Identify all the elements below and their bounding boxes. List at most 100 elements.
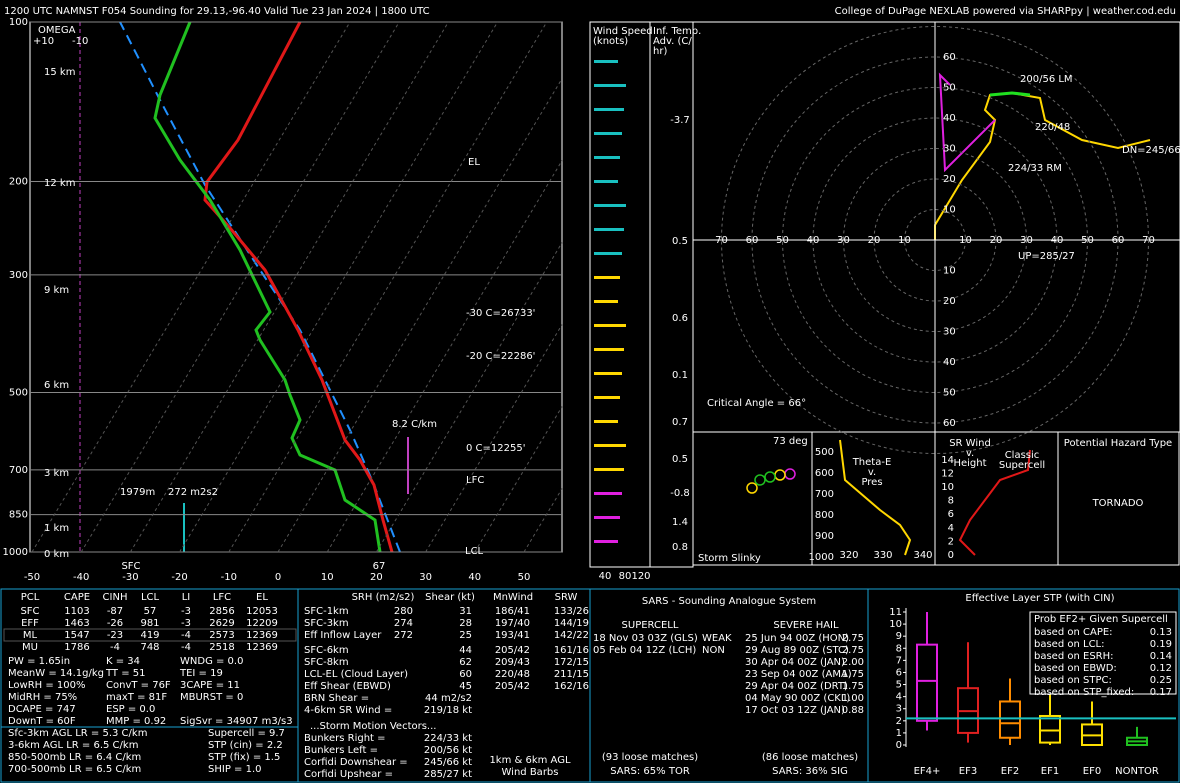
pressure-tick: 1000: [809, 552, 834, 563]
motion-label: Corfidi Downshear =: [304, 757, 408, 768]
kin-value: 186/41: [495, 606, 530, 617]
table-cell: 12053: [246, 606, 278, 617]
motion-label: Bunkers Right =: [304, 733, 386, 744]
table-header: LCL: [141, 592, 160, 603]
height-tick: 12: [941, 468, 954, 479]
table-cell: -26: [107, 618, 123, 629]
kin-value: 25: [459, 630, 472, 641]
index: MidRH = 75%: [8, 692, 77, 703]
sars-subtitle: SUPERCELL: [622, 620, 679, 631]
isotherm: [326, 160, 563, 553]
speed-bar: [594, 84, 626, 87]
title: 1200 UTC NAMNST F054 Sounding for 29.13,…: [4, 6, 430, 17]
pressure-tick: 700: [815, 489, 834, 500]
lapse-rate: 8.2 C/km: [392, 419, 437, 430]
panel-title: Theta-E: [852, 457, 892, 468]
kin-value: 205/42: [495, 645, 530, 656]
legend-box: [1029, 611, 1177, 695]
table-cell: 2573: [209, 630, 234, 641]
pressure-label: 500: [9, 387, 28, 398]
adv-value: -0.8: [670, 488, 690, 499]
ring-label: 50: [943, 388, 956, 399]
table-header: SRH (m2/s2): [352, 592, 415, 603]
sfc-value: 67: [373, 561, 386, 572]
table-cell: 1786: [64, 642, 89, 653]
height-tick: 4: [948, 523, 954, 534]
kin-value: 28: [459, 618, 472, 629]
index: TEI = 19: [179, 668, 223, 679]
hodo-ring: [782, 87, 1088, 393]
ring-label: 10: [943, 266, 956, 277]
motion-value: 285/27 kt: [424, 769, 472, 780]
category-label: EF3: [959, 766, 977, 777]
sars-result: SARS: 36% SIG: [772, 766, 848, 777]
kin-value: 133/26: [554, 606, 589, 617]
sars-size: 2.00: [842, 657, 864, 668]
temp-label: 0: [275, 572, 281, 583]
sr-wind-trace: [958, 449, 1031, 556]
speed-bar: [594, 420, 618, 423]
theta-tick: 340: [913, 550, 932, 561]
sars-match: 05 Feb 04 12Z (LCH): [593, 645, 696, 656]
ring-label: 40: [1051, 235, 1064, 246]
legend-value: 0.25: [1150, 675, 1172, 686]
speed-bar: [594, 516, 620, 519]
sars-loose: (86 loose matches): [762, 752, 858, 763]
temp-label: -10: [221, 572, 237, 583]
table-cell: 2518: [209, 642, 234, 653]
lapse-rate: 700-500mb LR = 6.5 C/km: [8, 764, 141, 775]
panel-title: SR Wind: [949, 438, 991, 449]
box: [999, 700, 1021, 739]
height-label: 0 km: [44, 549, 69, 560]
table-cell: 1463: [64, 618, 89, 629]
index: K = 34: [106, 656, 140, 667]
table-cell: -87: [107, 606, 123, 617]
kin-label: BRN Shear =: [304, 693, 369, 704]
table-cell: 2629: [209, 618, 234, 629]
legend-label: based on CAPE:: [1034, 627, 1113, 638]
stp-title: Effective Layer STP (with CIN): [965, 593, 1114, 604]
kin-value: 44: [459, 645, 472, 656]
height-tick: 14: [941, 455, 954, 466]
category-label: EF4+: [914, 766, 941, 777]
hodo-ring: [904, 209, 966, 271]
y-tick-label: 4: [896, 692, 902, 703]
table-cell: 748: [140, 642, 159, 653]
speed-bar: [594, 348, 624, 351]
ring-label: 50: [776, 235, 789, 246]
panel-title: (knots): [593, 36, 628, 47]
table-cell: 12369: [246, 630, 278, 641]
eff-depth: 1979m: [120, 487, 155, 498]
ring-label: 60: [943, 418, 956, 429]
kin-value: 45: [459, 681, 472, 692]
kin-label: SFC-6km: [304, 645, 349, 656]
table-cell: 2856: [209, 606, 234, 617]
isotherm: [228, 21, 548, 553]
kin-value: 211/15: [554, 669, 589, 680]
isotherm: [31, 21, 351, 553]
category-label: EF0: [1083, 766, 1101, 777]
lapse-rate: 3-6km AGL LR = 6.5 C/km: [8, 740, 138, 751]
legend-label: based on EBWD:: [1034, 663, 1117, 674]
kin-label: Eff Shear (EBWD): [304, 681, 391, 692]
temp-label: 20: [370, 572, 383, 583]
table-cell: 419: [140, 630, 159, 641]
y-tick-label: 10: [889, 619, 902, 630]
adv-value: 0.5: [672, 236, 688, 247]
isotherm: [474, 406, 563, 553]
kin-value: 60: [459, 669, 472, 680]
speed-bar: [594, 108, 624, 111]
index: ESP = 0.0: [106, 704, 155, 715]
table-header: PCL: [21, 592, 40, 603]
ring-label: 20: [943, 174, 956, 185]
omega-tick: -10: [72, 36, 88, 47]
sr-label: Supercell: [999, 460, 1045, 471]
legend-label: based on STPC:: [1034, 675, 1112, 686]
kin-value: 220/48: [495, 669, 530, 680]
speed-bar: [594, 132, 622, 135]
sars-match: 04 May 90 00Z (CKL): [745, 693, 850, 704]
temp-label: -20: [171, 572, 187, 583]
hodo-trace-upper: [938, 72, 996, 173]
legend-value: 0.12: [1150, 663, 1172, 674]
eff-srh: 272 m2s2: [168, 487, 218, 498]
